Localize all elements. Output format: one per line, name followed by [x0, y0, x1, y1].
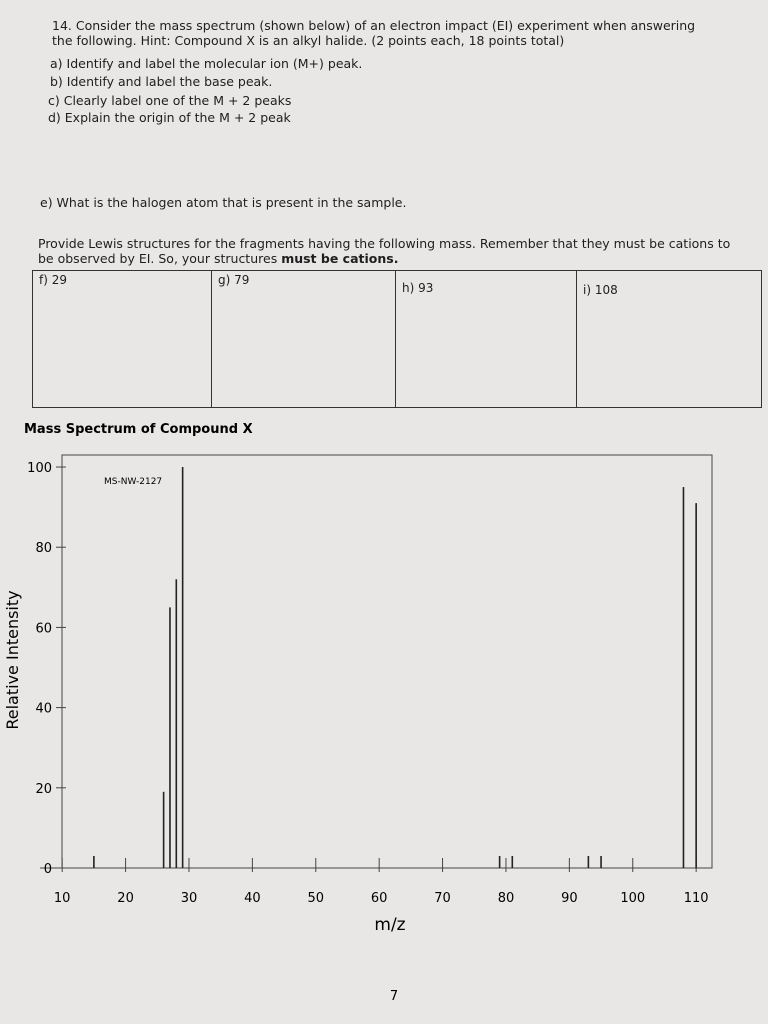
peak [498, 855, 501, 868]
question-part: a) Identify and label the molecular ion … [50, 56, 363, 71]
x-tick-label: 10 [54, 891, 71, 906]
annotation: MS-NW-2127 [104, 477, 162, 487]
y-tick-label: 0 [44, 862, 52, 877]
page-number: 7 [390, 989, 398, 1004]
y-tick-label: 80 [35, 541, 52, 556]
answer-box: i) 108 [576, 270, 762, 408]
peak [181, 467, 184, 868]
x-tick-label: 80 [498, 891, 515, 906]
peak [695, 503, 697, 868]
x-axis-label: m/z [374, 915, 405, 935]
question-part: d) Explain the origin of the M + 2 peak [48, 110, 291, 125]
question-part: e) What is the halogen atom that is pres… [40, 195, 407, 210]
instructions: Provide Lewis structures for the fragmen… [38, 236, 748, 266]
plot-frame [61, 454, 713, 869]
x-tick-label: 60 [371, 891, 388, 906]
y-axis-label: Relative Intensity [3, 590, 22, 729]
peak [600, 855, 602, 868]
x-tick-label: 100 [620, 891, 645, 906]
peak [511, 855, 514, 868]
instructions-emphasis: must be cations. [281, 251, 399, 266]
y-tick-label: 40 [35, 702, 52, 717]
question-part: b) Identify and label the base peak. [50, 74, 273, 89]
peak [169, 607, 171, 868]
peak [682, 487, 685, 868]
peak [162, 791, 165, 868]
peak [175, 579, 178, 868]
x-tick-label: 30 [181, 891, 198, 906]
instructions-text: Provide Lewis structures for the fragmen… [38, 236, 731, 266]
x-tick-label: 90 [561, 891, 578, 906]
x-tick-label: 110 [684, 891, 709, 906]
y-tick-label: 20 [35, 782, 52, 797]
x-tick-label: 20 [117, 891, 134, 906]
question-intro: 14. Consider the mass spectrum (shown be… [52, 18, 696, 48]
peak [587, 855, 590, 868]
x-tick-label: 50 [308, 891, 325, 906]
x-tick-label: 40 [244, 891, 261, 906]
chart-title: Mass Spectrum of Compound X [24, 422, 253, 437]
question-part: c) Clearly label one of the M + 2 peaks [48, 93, 292, 108]
peak [93, 855, 95, 868]
y-tick-label: 60 [35, 621, 52, 636]
y-tick-label: 100 [27, 461, 52, 476]
x-tick-label: 70 [434, 891, 451, 906]
